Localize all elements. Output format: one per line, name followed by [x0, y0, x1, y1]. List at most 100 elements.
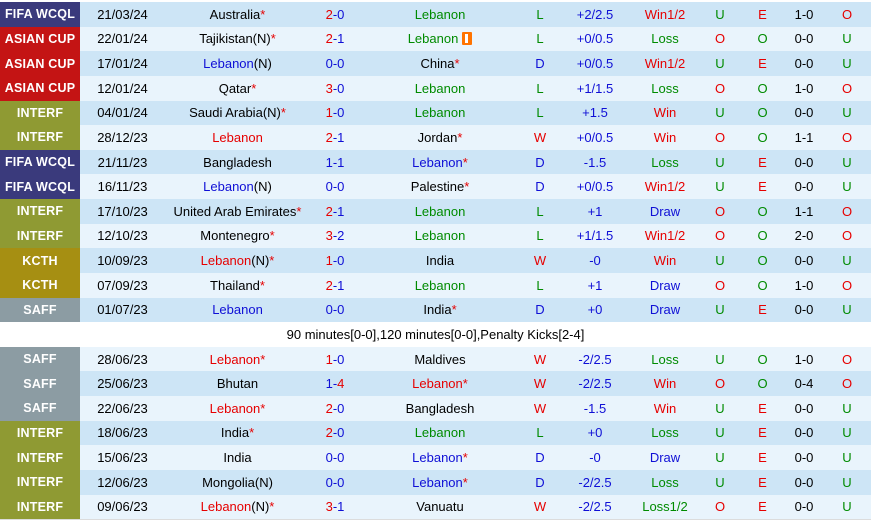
home-team-link[interactable]: Bhutan — [216, 376, 259, 392]
home-team-link[interactable]: Lebanon — [212, 129, 263, 145]
focus-star: * — [464, 179, 470, 195]
over-under-result: O — [714, 499, 726, 515]
match-row: KCTH 07/09/23 Thailand * 2-1 Lebanon L +1 Draw O O… — [0, 272, 871, 298]
full-time-score: 2-0 — [310, 396, 360, 421]
ou2-result: O — [841, 129, 853, 145]
over-under-result: O — [714, 376, 726, 392]
competition-badge: INTERF — [0, 420, 80, 446]
away-team-link[interactable]: Lebanon — [414, 80, 466, 96]
over-under-result: U — [715, 450, 725, 466]
home-team-link[interactable]: Lebanon — [200, 253, 252, 269]
match-date: 09/06/23 — [97, 499, 148, 515]
home-team-link[interactable]: Lebanon — [209, 400, 261, 416]
home-team-link[interactable]: Mongolia — [202, 474, 255, 490]
home-goals: 3 — [325, 80, 333, 96]
home-team-cell: Saudi Arabia (N) * — [165, 101, 310, 126]
away-team-link[interactable]: Lebanon — [412, 450, 463, 466]
away-team-link[interactable]: Lebanon — [412, 376, 463, 392]
away-team-link[interactable]: Lebanon — [414, 425, 466, 441]
ou2-result: O — [841, 6, 853, 22]
home-team-link[interactable]: Saudi Arabia — [189, 105, 263, 121]
away-team-link[interactable]: India — [423, 302, 452, 318]
competition-badge: INTERF — [0, 199, 80, 224]
competition-badge: SAFF — [0, 396, 80, 421]
home-team-link[interactable]: Lebanon — [212, 302, 263, 318]
even-odd-result: O — [757, 31, 768, 47]
competition-badge: INTERF — [0, 100, 80, 126]
over-under-result: U — [715, 474, 725, 490]
handicap-line: -1.5 — [583, 154, 607, 170]
over-under-result: O — [714, 80, 726, 96]
handicap-line: -2/2.5 — [578, 351, 612, 367]
away-team-link[interactable]: Lebanon — [414, 105, 466, 121]
ou2-result: O — [841, 228, 853, 244]
away-goals: 0 — [337, 351, 345, 367]
home-team-cell: Lebanon * — [165, 396, 310, 421]
away-team-cell: Lebanon — [360, 2, 520, 27]
home-goals: 1 — [325, 105, 333, 121]
full-time-score: 0-0 — [310, 51, 360, 76]
home-team-cell: Montenegro * — [165, 224, 310, 249]
away-team-link[interactable]: Lebanon — [414, 6, 466, 22]
handicap-result: Loss — [651, 154, 679, 170]
ou2-result: O — [841, 351, 853, 367]
home-team-cell: Thailand * — [165, 273, 310, 298]
home-team-link[interactable]: India — [220, 425, 250, 441]
handicap-line: +1/1.5 — [576, 228, 614, 244]
away-team-link[interactable]: Lebanon — [414, 228, 466, 244]
home-team-link[interactable]: Bangladesh — [203, 154, 272, 170]
home-team-link[interactable]: Thailand — [210, 277, 260, 293]
focus-star: * — [296, 203, 302, 219]
home-team-link[interactable]: India — [223, 450, 252, 466]
home-goals: 0 — [325, 179, 333, 195]
handicap-result: Win — [653, 129, 677, 145]
neutral-venue-tag: (N) — [253, 179, 272, 195]
neutral-venue-tag: (N) — [262, 105, 281, 121]
away-team-link[interactable]: Vanuatu — [416, 499, 464, 515]
home-team-link[interactable]: Lebanon — [203, 179, 254, 195]
neutral-venue-tag: (N) — [251, 253, 270, 269]
focus-star: * — [462, 376, 468, 392]
away-team-link[interactable]: China — [420, 56, 455, 72]
away-team-link[interactable]: Lebanon — [412, 474, 463, 490]
home-team-link[interactable]: Lebanon — [203, 56, 254, 72]
ou2-result: O — [841, 203, 853, 219]
match-row: SAFF 01/07/23 Lebanon 0-0 India * D +0 Draw U E 0-0… — [0, 297, 871, 323]
home-team-cell: Qatar * — [165, 76, 310, 101]
result-letter: W — [533, 129, 547, 145]
handicap-line: +0/0.5 — [576, 56, 614, 72]
home-team-link[interactable]: United Arab Emirates — [173, 203, 297, 219]
home-team-link[interactable]: Australia — [209, 6, 261, 22]
away-goals: 1 — [337, 154, 345, 170]
even-odd-result: E — [758, 56, 767, 72]
away-goals: 1 — [337, 499, 345, 515]
ou2-result: U — [842, 154, 852, 170]
result-letter: D — [535, 302, 545, 318]
home-team-link[interactable]: Lebanon — [200, 499, 252, 515]
away-team-link[interactable]: Lebanon — [412, 154, 463, 170]
home-team-link[interactable]: Montenegro — [200, 228, 270, 244]
away-team-link[interactable]: Jordan — [417, 129, 458, 145]
match-date: 22/06/23 — [97, 400, 148, 416]
over-under-result: U — [715, 425, 725, 441]
competition-badge: KCTH — [0, 272, 80, 298]
away-team-link[interactable]: Palestine — [410, 179, 465, 195]
away-team-link[interactable]: Lebanon — [407, 31, 459, 47]
result-letter: L — [536, 105, 544, 121]
away-team-link[interactable]: India — [425, 253, 455, 269]
score-dash: - — [332, 105, 338, 121]
score-dash: - — [332, 400, 338, 416]
result-letter: W — [533, 499, 547, 515]
half-time-score: 0-0 — [794, 474, 814, 490]
home-team-link[interactable]: Qatar — [218, 80, 252, 96]
away-goals: 0 — [337, 474, 345, 490]
half-time-score: 2-0 — [794, 228, 814, 244]
away-team-link[interactable]: Lebanon — [414, 203, 466, 219]
score-dash: - — [332, 450, 338, 466]
home-team-link[interactable]: Lebanon — [209, 351, 261, 367]
away-team-link[interactable]: Lebanon — [414, 277, 466, 293]
home-team-link[interactable]: Tajikistan — [199, 31, 253, 47]
away-team-link[interactable]: Bangladesh — [405, 400, 475, 416]
focus-star: * — [260, 351, 266, 367]
away-team-link[interactable]: Maldives — [414, 351, 466, 367]
